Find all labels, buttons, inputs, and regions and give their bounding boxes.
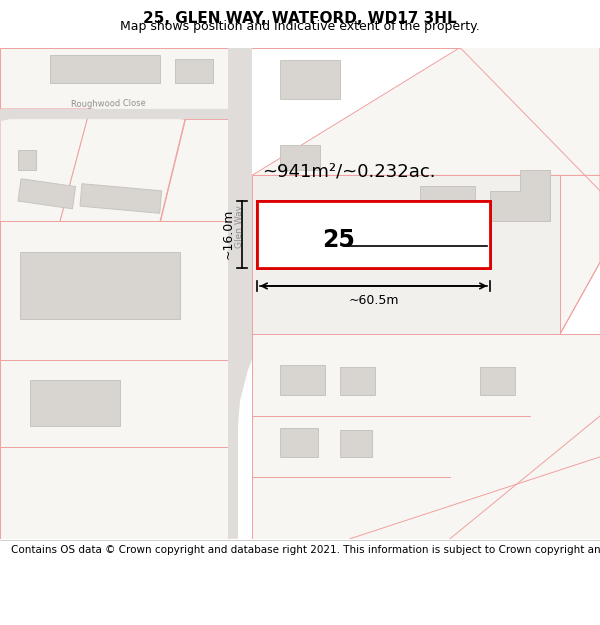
Polygon shape <box>0 447 228 539</box>
Polygon shape <box>252 176 560 334</box>
Text: 25, GLEN WAY, WATFORD, WD17 3HL: 25, GLEN WAY, WATFORD, WD17 3HL <box>143 11 457 26</box>
Polygon shape <box>0 359 228 447</box>
Bar <box>280 428 318 457</box>
Text: ~941m²/~0.232ac.: ~941m²/~0.232ac. <box>262 162 436 181</box>
Bar <box>257 201 490 268</box>
Polygon shape <box>252 176 600 334</box>
Polygon shape <box>0 221 228 359</box>
Bar <box>257 201 490 268</box>
Bar <box>80 184 161 213</box>
Polygon shape <box>228 48 252 539</box>
Bar <box>280 365 325 396</box>
Text: ~16.0m: ~16.0m <box>222 209 235 259</box>
Bar <box>280 60 340 99</box>
Polygon shape <box>0 109 228 121</box>
Text: Map shows position and indicative extent of the property.: Map shows position and indicative extent… <box>120 20 480 33</box>
Polygon shape <box>0 48 228 109</box>
Bar <box>480 367 515 396</box>
Polygon shape <box>0 109 90 221</box>
Text: ~60.5m: ~60.5m <box>348 294 399 307</box>
Bar <box>20 252 180 319</box>
Polygon shape <box>252 334 600 539</box>
Bar <box>340 367 375 396</box>
Polygon shape <box>160 119 228 221</box>
Bar <box>175 59 213 83</box>
Text: Glen Way: Glen Way <box>235 205 245 248</box>
Polygon shape <box>60 109 185 221</box>
Bar <box>30 380 120 426</box>
Text: Roughwood Close: Roughwood Close <box>70 99 146 109</box>
Bar <box>18 150 36 170</box>
Text: Contains OS data © Crown copyright and database right 2021. This information is : Contains OS data © Crown copyright and d… <box>11 545 600 555</box>
Polygon shape <box>252 48 600 176</box>
Bar <box>420 186 475 227</box>
Bar <box>50 54 160 83</box>
Polygon shape <box>490 170 550 221</box>
Text: 25: 25 <box>322 228 355 252</box>
Bar <box>280 145 320 170</box>
Bar <box>18 179 76 209</box>
Bar <box>340 430 372 457</box>
